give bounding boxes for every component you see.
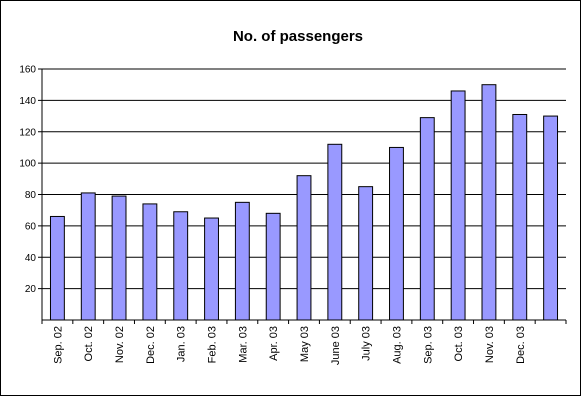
y-tick-label: 60 xyxy=(25,221,37,232)
x-category-label: Sep. 03 xyxy=(422,326,434,364)
x-category-label: June 03 xyxy=(330,326,342,365)
x-category-label: Jan. 03 xyxy=(176,326,188,362)
bar xyxy=(296,175,312,321)
y-tick-label: 20 xyxy=(25,284,37,295)
bar xyxy=(419,117,435,321)
bar xyxy=(481,84,497,321)
bar xyxy=(234,201,250,321)
bar xyxy=(327,143,343,321)
bar xyxy=(173,211,189,321)
x-category-label: Oct. 03 xyxy=(453,326,465,361)
bar xyxy=(358,186,374,321)
y-tick-label: 140 xyxy=(19,96,36,107)
bar xyxy=(389,146,404,321)
x-category-label: Aug. 03 xyxy=(391,326,403,364)
y-tick-label: 160 xyxy=(19,65,36,76)
axes xyxy=(41,69,567,324)
bar xyxy=(265,212,281,321)
bar xyxy=(450,90,466,321)
y-tick-label: 100 xyxy=(19,159,36,170)
x-category-label: Apr. 03 xyxy=(268,326,280,361)
y-tick-label: 120 xyxy=(19,127,36,138)
x-category-label: Feb. 03 xyxy=(207,326,219,363)
bar xyxy=(80,192,96,321)
bars xyxy=(49,84,559,321)
x-category-label: Nov. 02 xyxy=(114,326,126,363)
bar xyxy=(49,215,65,321)
y-tick-label: 80 xyxy=(25,190,37,201)
x-category-label: Dec. 02 xyxy=(145,326,157,364)
bar xyxy=(512,113,528,321)
y-tick-label: 40 xyxy=(25,253,37,264)
chart-title: No. of passengers xyxy=(233,28,363,45)
x-category-label: Mar. 03 xyxy=(237,326,249,363)
bar xyxy=(142,203,158,321)
bar xyxy=(111,195,127,321)
x-category-label: Oct. 02 xyxy=(83,326,95,361)
x-category-label: July 03 xyxy=(361,326,373,361)
x-category-label: May 03 xyxy=(299,326,311,362)
x-category-label: Dec. 03 xyxy=(515,326,527,364)
bar xyxy=(543,115,559,321)
x-category-label: Sep. 02 xyxy=(52,326,64,364)
y-axis-ticks: 20 40 60 80 100 120 140 160 xyxy=(19,65,42,295)
bar xyxy=(204,217,219,321)
x-axis-labels: Sep. 02 Oct. 02 Nov. 02 Dec. 02 Jan. 03 Feb. … xyxy=(52,326,526,365)
x-category-label: Nov. 03 xyxy=(484,326,496,363)
